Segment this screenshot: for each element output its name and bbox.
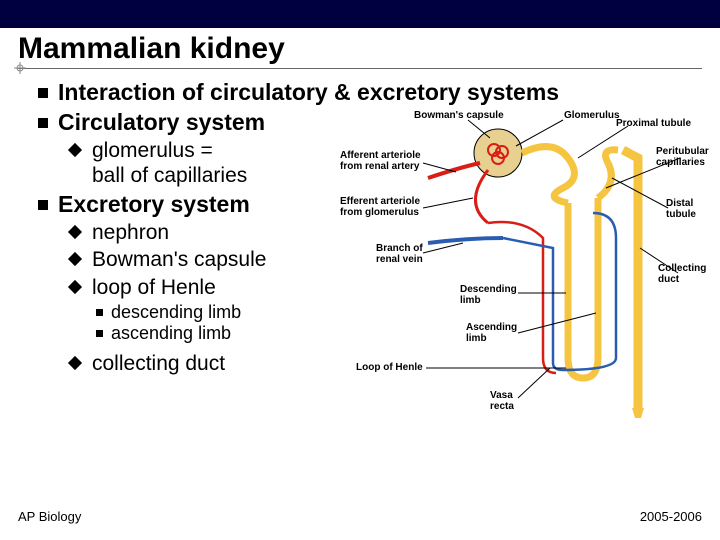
bullet-text: Circulatory system bbox=[58, 109, 265, 137]
title-underline bbox=[18, 68, 702, 69]
diamond-bullet-icon bbox=[68, 279, 82, 293]
square-bullet-icon bbox=[96, 309, 103, 316]
diagram-label: Bowman's capsule bbox=[414, 110, 504, 121]
square-bullet-icon bbox=[38, 88, 48, 98]
diagram-label: Glomerulus bbox=[564, 110, 620, 121]
diagram-label: Distaltubule bbox=[666, 198, 696, 220]
diagram-label: Peritubularcapillaries bbox=[656, 146, 709, 168]
sub-bullet-text: collecting duct bbox=[92, 351, 225, 376]
diamond-bullet-icon bbox=[68, 356, 82, 370]
diagram-label: Loop of Henle bbox=[356, 362, 423, 373]
top-bar bbox=[0, 0, 720, 28]
sub-bullet-text: nephron bbox=[92, 220, 169, 245]
bullet-item: Interaction of circulatory & excretory s… bbox=[38, 79, 702, 107]
footer-left: AP Biology bbox=[18, 509, 81, 524]
diagram-label: Collectingduct bbox=[658, 263, 706, 285]
sub-bullet-text: glomerulus = ball of capillaries bbox=[92, 138, 247, 188]
sub-bullet-text: loop of Henle bbox=[92, 275, 216, 300]
nephron-diagram: Bowman's capsule Glomerulus Proximal tub… bbox=[368, 108, 708, 418]
diamond-bullet-icon bbox=[68, 252, 82, 266]
diagram-label: Branch ofrenal vein bbox=[376, 243, 423, 265]
bullet-text: Interaction of circulatory & excretory s… bbox=[58, 79, 559, 107]
square-bullet-icon bbox=[96, 330, 103, 337]
footer-right: 2005-2006 bbox=[640, 509, 702, 524]
sub-sub-bullet-text: ascending limb bbox=[111, 323, 231, 345]
title-area: Mammalian kidney bbox=[0, 28, 720, 71]
diagram-label: Proximal tubule bbox=[616, 118, 691, 129]
slide-title: Mammalian kidney bbox=[18, 32, 702, 66]
diagram-label: Vasarecta bbox=[490, 390, 514, 412]
bullet-text: Excretory system bbox=[58, 191, 250, 219]
footer: AP Biology 2005-2006 bbox=[18, 509, 702, 524]
square-bullet-icon bbox=[38, 200, 48, 210]
diagram-label: Descendinglimb bbox=[460, 284, 517, 306]
diagram-label: Efferent arteriolefrom glomerulus bbox=[340, 196, 420, 218]
diamond-bullet-icon bbox=[68, 225, 82, 239]
sub-bullet-text: Bowman's capsule bbox=[92, 247, 266, 272]
diagram-label: Afferent arteriolefrom renal artery bbox=[340, 150, 421, 172]
diagram-label: Ascendinglimb bbox=[466, 322, 517, 344]
diamond-bullet-icon bbox=[68, 143, 82, 157]
sub-sub-bullet-text: descending limb bbox=[111, 302, 241, 324]
square-bullet-icon bbox=[38, 118, 48, 128]
